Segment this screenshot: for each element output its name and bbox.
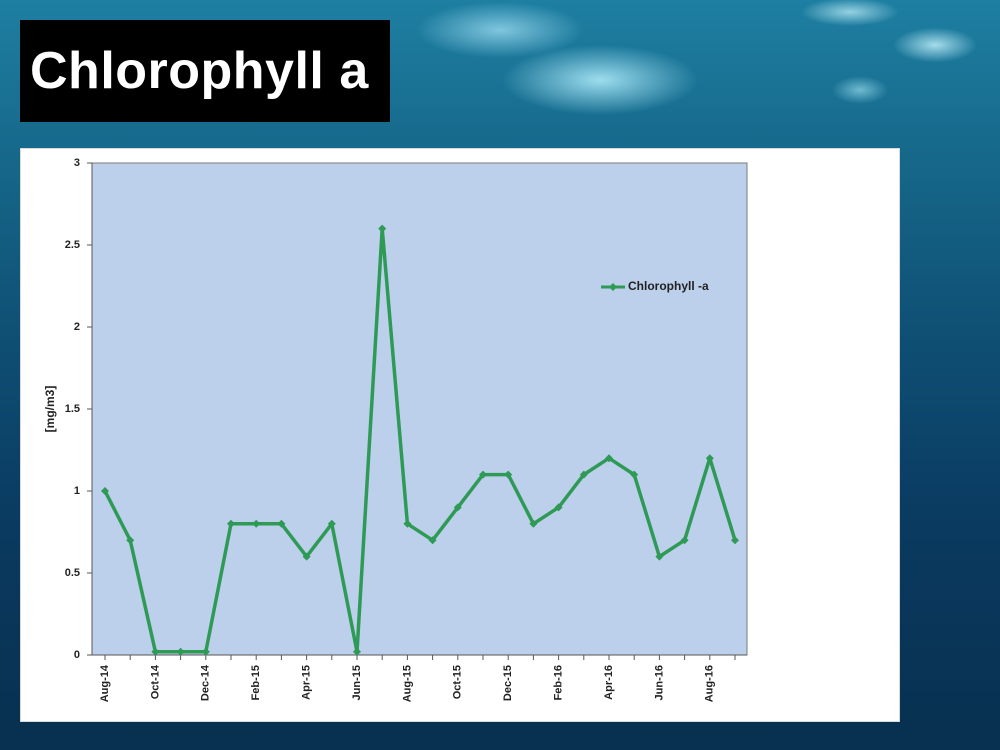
series-group — [101, 224, 739, 656]
x-tick-label: Aug-15 — [401, 665, 413, 702]
data-point — [579, 470, 588, 479]
chart-card: 0 0.5 1 1.5 2 2.5 3 Aug-14 Oct-14 Dec-14 Feb-15 Ap… — [20, 148, 900, 722]
data-point — [479, 470, 487, 479]
y-tick-label: 3 — [74, 157, 80, 169]
data-point — [252, 519, 261, 528]
legend-label: Chlorophyll -a — [628, 279, 709, 293]
data-point — [327, 519, 336, 528]
data-point — [353, 647, 361, 656]
data-point — [504, 470, 513, 479]
data-point — [453, 503, 462, 512]
data-point — [731, 536, 739, 545]
data-point — [302, 552, 311, 561]
data-point — [201, 647, 210, 656]
data-point — [378, 224, 387, 233]
chlorophyll-line-chart: 0 0.5 1 1.5 2 2.5 3 Aug-14 Oct-14 Dec-14 Feb-15 Ap… — [43, 157, 748, 702]
y-tick-label: 0 — [74, 649, 80, 661]
y-axis-title: [mg/m3] — [43, 386, 57, 433]
data-point — [605, 454, 613, 463]
y-tick-label: 0.5 — [65, 567, 80, 579]
x-tick-label: Feb-16 — [553, 665, 565, 700]
legend-marker — [609, 283, 617, 291]
x-tick-label: Aug-16 — [704, 665, 716, 702]
x-tick-label: Apr-16 — [603, 665, 615, 700]
data-point — [428, 536, 437, 545]
x-tick-label: Dec-14 — [200, 664, 212, 701]
x-tick-label: Oct-14 — [149, 664, 161, 699]
data-point — [680, 536, 689, 545]
slide-title-box: Chlorophyll a — [20, 20, 390, 122]
data-point — [277, 519, 286, 528]
data-point — [630, 470, 639, 479]
legend: Chlorophyll -a — [601, 279, 709, 293]
x-tick-label: Aug-14 — [99, 664, 111, 702]
x-axis: Aug-14 Oct-14 Dec-14 Feb-15 Apr-15 Jun-15 Aug-… — [92, 654, 747, 702]
plot-area — [91, 162, 748, 656]
data-point — [655, 552, 664, 561]
data-point — [529, 519, 538, 528]
series-line — [103, 226, 737, 654]
x-tick-label: Apr-15 — [301, 665, 313, 700]
data-point — [403, 519, 412, 528]
data-point — [126, 536, 135, 545]
data-point — [554, 503, 563, 512]
data-point — [176, 647, 185, 656]
y-tick-label: 2 — [74, 321, 80, 333]
data-point — [151, 647, 160, 656]
x-tick-label: Feb-15 — [250, 665, 262, 700]
x-tick-label: Jun-16 — [653, 665, 665, 700]
x-tick-label: Jun-15 — [351, 665, 363, 700]
data-point — [101, 487, 109, 495]
x-tick-label: Oct-15 — [452, 665, 464, 699]
y-tick-label: 1 — [74, 485, 80, 497]
y-axis: 0 0.5 1 1.5 2 2.5 3 — [65, 157, 93, 661]
slide-title: Chlorophyll a — [30, 42, 369, 100]
data-point — [227, 519, 235, 528]
data-point — [705, 454, 714, 463]
y-tick-label: 2.5 — [65, 239, 80, 251]
x-tick-label: Dec-15 — [502, 665, 514, 701]
y-tick-label: 1.5 — [65, 403, 80, 415]
